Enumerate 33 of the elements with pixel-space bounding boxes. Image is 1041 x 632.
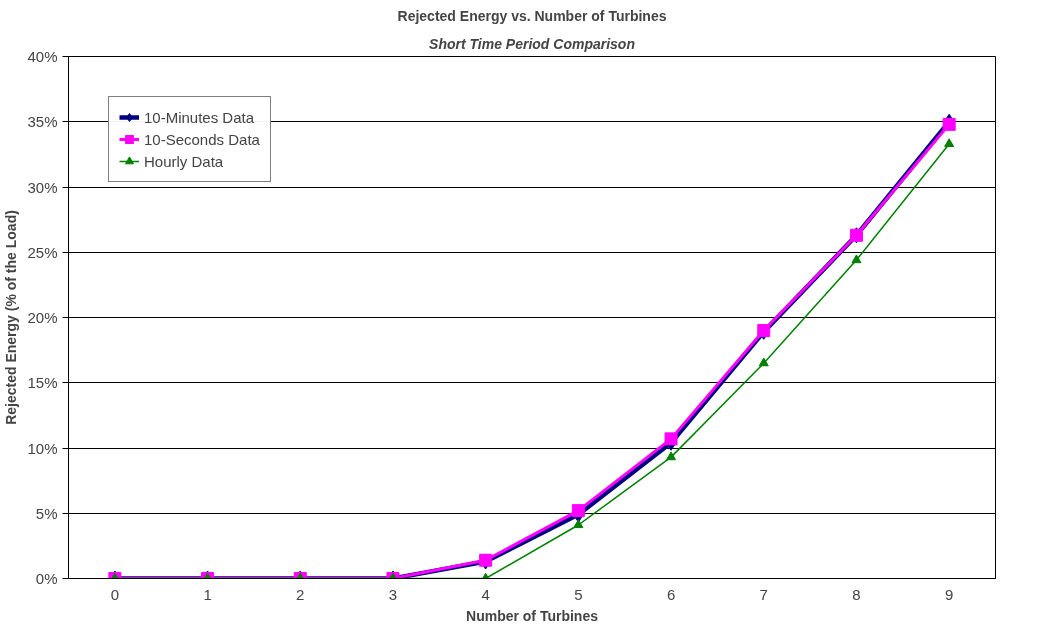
point <box>666 451 677 461</box>
chart-title: Rejected Energy vs. Number of Turbines <box>397 7 667 24</box>
y-tick-label: 40% <box>27 48 58 65</box>
x-tick-label: 6 <box>666 585 676 603</box>
y-tick-label: 25% <box>27 243 58 261</box>
point <box>944 138 955 148</box>
legend-label: Hourly Data <box>144 152 224 170</box>
point <box>573 519 584 529</box>
x-tick-label: 9 <box>944 585 954 603</box>
x-tick-label: 8 <box>852 585 861 603</box>
y-tick-label: 30% <box>27 178 58 196</box>
x-tick-label: 4 <box>481 585 490 603</box>
x-tick-label: 1 <box>203 585 212 603</box>
chart-subtitle: Short Time Period Comparison <box>429 35 635 52</box>
x-tick-label: 2 <box>296 585 305 603</box>
x-tick-label: 0 <box>110 585 120 603</box>
y-tick-label: 0% <box>35 570 58 587</box>
point <box>758 357 769 367</box>
legend-label: 10-Seconds Data <box>144 130 260 148</box>
y-tick-label: 5% <box>35 504 58 522</box>
y-tick-label: 35% <box>27 113 58 131</box>
y-axis-title: Rejected Energy (% of the Load) <box>3 210 20 425</box>
x-tick-label: 7 <box>759 585 768 603</box>
point <box>942 117 956 131</box>
x-tick-label: 5 <box>574 585 583 603</box>
legend-label: 10-Minutes Data <box>144 108 255 126</box>
y-tick-label: 20% <box>27 309 58 326</box>
point <box>664 432 678 446</box>
y-tick-label: 15% <box>27 374 58 392</box>
y-tick-label: 10% <box>27 439 58 457</box>
x-axis-title: Number of Turbines <box>466 607 599 624</box>
x-tick-label: 3 <box>388 585 398 603</box>
point <box>851 254 862 264</box>
